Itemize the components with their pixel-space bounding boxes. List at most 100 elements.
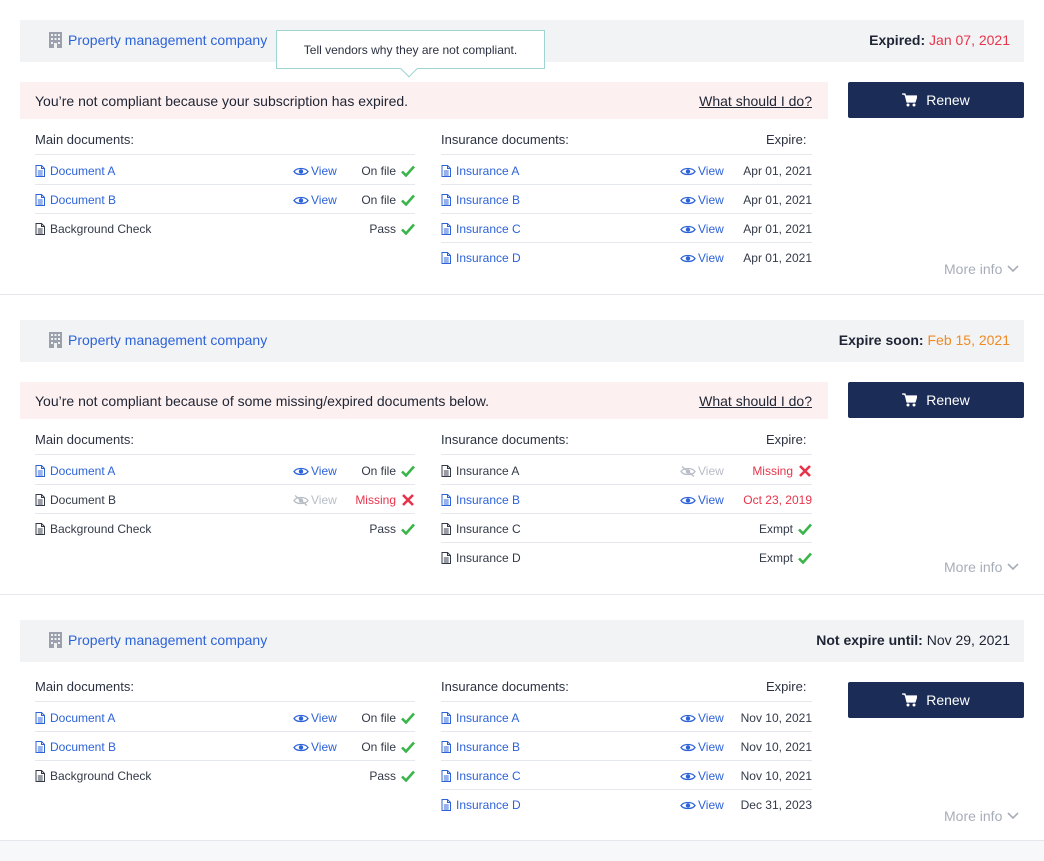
- status: Not expire until: Nov 29, 2021: [816, 632, 1010, 648]
- view-link[interactable]: View: [293, 464, 337, 478]
- view-link[interactable]: View: [293, 164, 337, 178]
- view-link[interactable]: View: [680, 193, 724, 207]
- document-label: Insurance D: [441, 551, 521, 565]
- insurance-doc-row: Insurance C View Apr 01, 2021: [441, 214, 812, 243]
- view-link[interactable]: View: [680, 222, 724, 236]
- eye-icon: [680, 713, 696, 724]
- more-info-toggle[interactable]: More info: [944, 559, 1019, 575]
- document-link[interactable]: Document B: [35, 193, 116, 207]
- document-link[interactable]: Insurance C: [441, 769, 521, 783]
- insurance-documents-header: Insurance documents:: [441, 132, 569, 147]
- document-icon: [441, 799, 451, 811]
- chevron-down-icon: [1007, 812, 1019, 820]
- main-doc-row: Document B View On file: [35, 732, 415, 761]
- eye-icon: [293, 713, 309, 724]
- compliance-alert: You’re not compliant because of some mis…: [20, 382, 828, 419]
- expire-header: Expire:: [766, 432, 807, 447]
- view-link-disabled: View: [680, 464, 724, 478]
- renew-label: Renew: [926, 392, 970, 408]
- document-link[interactable]: Insurance A: [441, 711, 519, 725]
- insurance-doc-row: Insurance C View Nov 10, 2021: [441, 761, 812, 790]
- more-info-toggle[interactable]: More info: [944, 261, 1019, 277]
- doc-status: On file: [361, 164, 415, 178]
- document-link[interactable]: Document B: [35, 740, 116, 754]
- main-doc-row: Document A View On file: [35, 456, 415, 485]
- document-link[interactable]: Insurance D: [441, 251, 521, 265]
- expire-date: Apr 01, 2021: [743, 164, 812, 178]
- main-documents-header: Main documents:: [35, 132, 134, 147]
- document-link[interactable]: Document A: [35, 164, 115, 178]
- company-link[interactable]: Property management company: [49, 32, 267, 48]
- company-name[interactable]: Property management company: [68, 632, 268, 648]
- view-link[interactable]: View: [680, 251, 724, 265]
- status-label: Not expire until:: [816, 632, 923, 648]
- document-label: Background Check: [35, 222, 151, 236]
- document-icon: [441, 465, 451, 477]
- main-doc-row: Background Check Pass: [35, 514, 415, 543]
- renew-button[interactable]: Renew: [848, 682, 1024, 718]
- what-should-i-do-link[interactable]: What should I do?: [699, 93, 812, 109]
- eye-icon: [680, 800, 696, 811]
- what-should-i-do-link[interactable]: What should I do?: [699, 393, 812, 409]
- document-link[interactable]: Insurance D: [441, 798, 521, 812]
- check-icon: [401, 165, 415, 177]
- insurance-doc-row: Insurance D View Apr 01, 2021: [441, 243, 812, 272]
- company-name[interactable]: Property management company: [68, 32, 268, 48]
- view-link[interactable]: View: [293, 711, 337, 725]
- document-icon: [441, 223, 451, 235]
- view-link[interactable]: View: [680, 711, 724, 725]
- view-link[interactable]: View: [293, 193, 337, 207]
- renew-button[interactable]: Renew: [848, 82, 1024, 118]
- main-doc-row: Background Check Pass: [35, 214, 415, 243]
- document-link[interactable]: Insurance B: [441, 493, 520, 507]
- main-doc-row: Document A View On file: [35, 703, 415, 732]
- view-link[interactable]: View: [293, 740, 337, 754]
- document-link[interactable]: Document A: [35, 464, 115, 478]
- expire-date: Apr 01, 2021: [743, 193, 812, 207]
- company-link[interactable]: Property management company: [49, 332, 267, 348]
- check-icon: [401, 523, 415, 535]
- doc-status: On file: [361, 711, 415, 725]
- building-icon: [49, 32, 62, 48]
- check-icon: [401, 194, 415, 206]
- document-icon: [441, 252, 451, 264]
- alert-message: You’re not compliant because of some mis…: [35, 393, 489, 409]
- tooltip: Tell vendors why they are not compliant.: [276, 30, 545, 78]
- document-link[interactable]: Document A: [35, 711, 115, 725]
- view-link[interactable]: View: [680, 164, 724, 178]
- expire-date: Exmpt: [759, 522, 812, 536]
- eye-icon: [680, 742, 696, 753]
- document-link[interactable]: Insurance C: [441, 222, 521, 236]
- doc-status: On file: [361, 464, 415, 478]
- company-name[interactable]: Property management company: [68, 332, 268, 348]
- document-icon: [441, 741, 451, 753]
- main-doc-row: Document B View Missing: [35, 485, 415, 514]
- alert-message: You’re not compliant because your subscr…: [35, 93, 409, 109]
- more-info-toggle[interactable]: More info: [944, 808, 1019, 824]
- document-link[interactable]: Insurance A: [441, 164, 519, 178]
- eye-slash-icon: [680, 466, 696, 477]
- doc-status: Missing: [355, 493, 415, 507]
- main-documents-header: Main documents:: [35, 432, 134, 447]
- company-link[interactable]: Property management company: [49, 632, 267, 648]
- divider: [441, 454, 812, 455]
- status: Expire soon: Feb 15, 2021: [839, 332, 1010, 348]
- view-link[interactable]: View: [680, 798, 724, 812]
- expire-date: Exmpt: [759, 551, 812, 565]
- document-link[interactable]: Insurance B: [441, 193, 520, 207]
- status-label: Expire soon:: [838, 332, 924, 348]
- main-doc-row: Background Check Pass: [35, 761, 415, 790]
- document-icon: [35, 494, 45, 506]
- view-link[interactable]: View: [680, 740, 724, 754]
- expire-date: Missing: [752, 464, 812, 478]
- x-icon: [401, 494, 415, 506]
- expire-date: Oct 23, 2019: [743, 493, 812, 507]
- document-label: Background Check: [35, 769, 151, 783]
- divider: [441, 701, 812, 702]
- doc-status: Pass: [369, 222, 415, 236]
- document-link[interactable]: Insurance B: [441, 740, 520, 754]
- renew-button[interactable]: Renew: [848, 382, 1024, 418]
- view-link[interactable]: View: [680, 493, 724, 507]
- renew-label: Renew: [926, 692, 970, 708]
- view-link[interactable]: View: [680, 769, 724, 783]
